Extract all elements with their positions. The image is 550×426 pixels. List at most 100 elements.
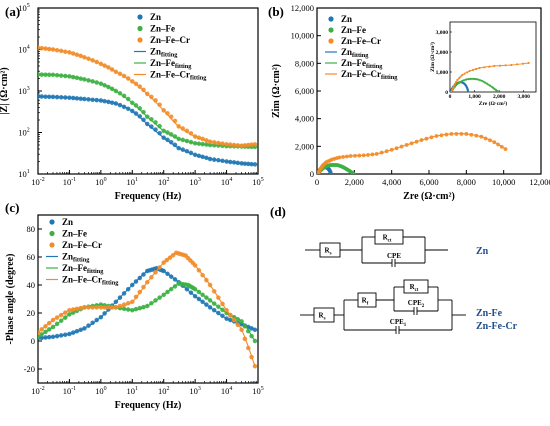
- data-point: [43, 324, 48, 329]
- y-tick-label: 4,000: [295, 114, 314, 124]
- data-point: [172, 277, 178, 282]
- data-point: [235, 322, 241, 328]
- inset-x-tick-label: 3,000: [518, 94, 531, 100]
- inset-data-point: [493, 64, 496, 68]
- data-point: [216, 295, 221, 300]
- data-point: [483, 136, 488, 141]
- inset-y-tick-label: 2,000: [436, 50, 449, 56]
- x-tick-label: 105: [252, 386, 264, 396]
- data-point: [86, 78, 91, 83]
- legend-marker: [328, 27, 334, 33]
- data-point: [102, 305, 107, 310]
- data-point: [207, 139, 213, 144]
- x-axis-title: Zre (Ω·cm²): [403, 191, 455, 202]
- x-tick-label: 103: [189, 177, 201, 187]
- data-point: [94, 59, 99, 65]
- data-point: [180, 126, 186, 131]
- data-point: [54, 94, 60, 100]
- x-tick-label: 100: [95, 386, 107, 396]
- data-point: [357, 153, 362, 158]
- data-point: [117, 295, 123, 300]
- inset-data-point: [485, 82, 488, 85]
- data-point: [172, 142, 178, 148]
- data-point: [379, 150, 384, 155]
- data-point: [176, 145, 181, 151]
- data-point: [361, 153, 366, 158]
- data-point: [141, 272, 146, 277]
- x-tick-label: 10,000: [492, 177, 515, 187]
- data-point: [137, 84, 143, 89]
- data-point: [125, 76, 131, 81]
- inset-data-point: [466, 78, 469, 81]
- data-point: [204, 302, 209, 307]
- legend-marker: [49, 242, 55, 248]
- data-point: [46, 327, 52, 332]
- data-point: [145, 279, 150, 285]
- data-point: [58, 318, 64, 323]
- data-point: [211, 140, 217, 145]
- data-point: [39, 332, 44, 337]
- data-point: [200, 141, 205, 147]
- x-tick-label: 101: [127, 386, 139, 396]
- inset-data-point: [466, 89, 469, 92]
- data-point: [54, 72, 60, 78]
- data-point: [153, 98, 158, 103]
- data-point: [70, 74, 76, 80]
- x-tick-label: 8,000: [457, 177, 476, 187]
- data-point: [231, 142, 237, 148]
- inset-y-tick-label: 3,000: [436, 30, 449, 36]
- data-point: [106, 99, 111, 105]
- data-point: [496, 142, 501, 147]
- data-point: [54, 321, 60, 327]
- y-tick-label: 2,000: [295, 141, 314, 151]
- data-point: [98, 98, 104, 103]
- data-point: [117, 91, 123, 96]
- data-point: [106, 65, 111, 70]
- inset-data-point: [475, 78, 479, 81]
- inset-x-title: Zre (Ω·cm²): [479, 100, 508, 107]
- data-point: [200, 136, 205, 142]
- data-point: [50, 47, 56, 52]
- inset-data-point: [472, 77, 475, 80]
- cpe1-label: CPE1: [390, 318, 407, 328]
- data-point: [133, 111, 139, 116]
- data-point: [153, 127, 158, 132]
- y-tick-label: 105: [18, 3, 30, 13]
- panel-label: (c): [5, 200, 19, 215]
- data-point: [125, 96, 131, 102]
- inset-data-point: [457, 81, 461, 84]
- data-point: [63, 95, 68, 100]
- legend-fit-entry: Zn–Fefitting: [341, 58, 383, 70]
- data-point: [207, 156, 213, 162]
- legend-marker: [49, 219, 55, 225]
- data-point: [38, 334, 41, 340]
- y-tick-label: -20: [24, 364, 35, 374]
- data-point: [224, 142, 229, 147]
- data-point: [54, 47, 60, 53]
- data-point: [109, 67, 115, 72]
- data-point: [220, 313, 225, 319]
- data-point: [58, 95, 64, 100]
- x-tick-label: 101: [127, 177, 139, 187]
- inset-data-point: [466, 71, 469, 74]
- inset-data-point: [474, 78, 477, 81]
- y-tick-label: 12,000: [291, 3, 314, 13]
- data-point: [165, 289, 170, 295]
- data-point: [39, 327, 44, 332]
- data-point: [449, 131, 454, 136]
- data-point: [43, 335, 48, 340]
- data-point: [211, 301, 217, 306]
- data-point: [58, 333, 64, 338]
- data-point: [204, 277, 209, 283]
- data-point: [86, 97, 91, 102]
- data-point: [404, 142, 409, 147]
- data-point: [252, 338, 258, 344]
- data-point: [399, 144, 404, 149]
- data-point: [74, 75, 80, 81]
- y-tick-label: 102: [18, 128, 30, 138]
- legend-fit-entry: Zn–Fe–Crfitting: [150, 70, 207, 82]
- data-point: [220, 307, 225, 313]
- legend-fit-entry: Zn–Fe–Crfitting: [62, 275, 119, 287]
- data-point: [252, 142, 258, 147]
